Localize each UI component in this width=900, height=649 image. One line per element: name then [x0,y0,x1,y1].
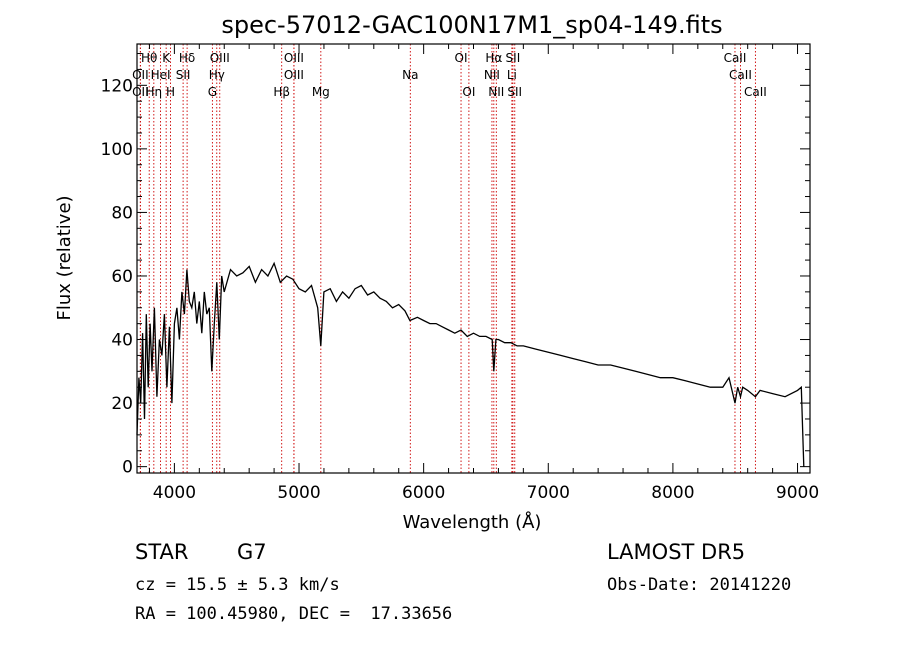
y-tick-label-5: 100 [101,140,133,160]
y-tick-label-2: 40 [111,331,133,351]
observation-date: Obs-Date: 20141220 [607,575,792,595]
y-tick-label-6: 120 [101,76,133,96]
y-axis: 0 20 40 60 80 100 120 [101,53,810,478]
y-tick-label-3: 60 [111,267,133,287]
survey-name: LAMOST DR5 [607,540,746,564]
x-tick-label-2: 6000 [402,483,445,503]
marker-label-0: Hθ [141,51,157,65]
marker-label-5: OI [455,51,468,65]
x-axis-label: Wavelength (Å) [403,511,542,533]
marker-label-2: Hδ [179,51,195,65]
plot-frame [136,43,811,474]
spectral-line-markers [139,44,756,473]
y-tick-label-1: 20 [111,394,133,414]
marker-label-6: Hα [485,51,502,65]
marker-label-17: CaII [729,68,752,82]
marker-label-9: OII [132,68,149,82]
marker-label-13: OIII [284,68,304,82]
redshift-readout: cz = 15.5 ± 5.3 km/s [135,575,340,595]
marker-label-15: NII [484,68,500,82]
marker-label-27: CaII [744,85,767,99]
marker-label-4: OIII [284,51,304,65]
marker-label-18: OII [132,85,149,99]
marker-label-26: SII [507,85,522,99]
x-axis: 4000 5000 6000 7000 8000 9000 [148,44,819,503]
marker-label-10: HeI [151,68,171,82]
marker-label-16: Li [507,68,517,82]
y-tick-label-4: 80 [111,203,133,223]
marker-label-14: Na [402,68,418,82]
spectrum-series-line [136,261,805,467]
marker-label-23: Mg [312,85,330,99]
marker-label-25: NII [488,85,504,99]
x-tick-label-4: 8000 [651,483,694,503]
x-tick-label-3: 7000 [527,483,570,503]
coordinates-readout: RA = 100.45980, DEC = 17.33656 [135,604,453,624]
x-tick-label-5: 9000 [776,483,819,503]
object-subclass: G7 [237,540,267,564]
marker-label-19: Hη [146,85,163,99]
marker-label-20: H [166,85,175,99]
spectral-line-labels: Hθ K Hδ OIII OIII OI Hα SII CaII OII HeI SII Hγ OIII N… [132,51,767,99]
x-tick-label-1: 5000 [277,483,320,503]
x-tick-label-0: 4000 [153,483,196,503]
marker-label-8: CaII [724,51,747,65]
marker-label-12: Hγ [209,68,225,82]
marker-label-3: OIII [210,51,230,65]
marker-label-1: K [162,51,171,65]
object-class: STAR [135,540,189,564]
marker-label-21: G [208,85,217,99]
marker-label-7: SII [506,51,521,65]
marker-label-11: SII [176,68,191,82]
marker-label-24: OI [462,85,475,99]
chart-title: spec-57012-GAC100N17M1_sp04-149.fits [221,11,722,39]
y-axis-label: Flux (relative) [54,195,75,320]
y-tick-label-0: 0 [122,458,133,478]
marker-label-22: Hβ [273,85,290,99]
